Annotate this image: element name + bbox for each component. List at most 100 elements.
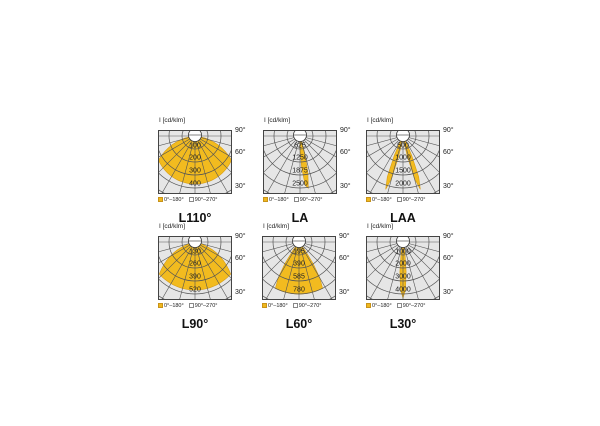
- grid-spoke: [298, 241, 336, 253]
- luminaire-icon: [188, 130, 202, 142]
- grid-spoke: [299, 135, 316, 194]
- panel-title: L110°: [178, 211, 212, 225]
- grid-spoke: [158, 135, 196, 158]
- legend: 0°–180° 90°–270°: [262, 303, 321, 309]
- grid-spoke: [194, 241, 232, 264]
- luminaire-icon: [188, 236, 202, 248]
- grid-spoke: [299, 135, 337, 174]
- grid-spoke: [158, 135, 196, 147]
- legend-swatch-filled: [366, 303, 371, 309]
- ring-label-3: 1875: [292, 168, 308, 175]
- grid-spoke: [161, 241, 196, 300]
- grid-spoke: [299, 135, 334, 194]
- ring-label-1: 500: [397, 143, 409, 150]
- grid-spoke: [298, 241, 336, 280]
- ring-label-2: 200: [189, 155, 201, 162]
- grid-spoke: [366, 135, 404, 174]
- grid-spoke: [158, 241, 196, 253]
- grid-spoke: [194, 135, 211, 194]
- legend-swatch-empty: [396, 303, 402, 309]
- grid-spoke: [263, 135, 301, 158]
- angle-90-label: 90°: [443, 233, 454, 240]
- luminaire-icon: [292, 236, 306, 248]
- angle-90-label: 90°: [443, 127, 454, 134]
- ring-label-4: 2000: [395, 181, 411, 188]
- unit-label: I [cd/klm]: [159, 117, 186, 124]
- legend: 0°–180° 90°–270°: [158, 303, 217, 309]
- diagram-content: [366, 130, 440, 194]
- legend-swatch-empty: [292, 303, 298, 309]
- ring-label-2: 260: [189, 261, 201, 268]
- polar-diagram: 195 390 585 780: [262, 236, 336, 300]
- angle-60-label: 60°: [340, 149, 351, 156]
- angle-90-label: 90°: [339, 233, 350, 240]
- ring-label-1: 1000: [395, 249, 411, 256]
- legend-swatch-filled: [158, 197, 163, 203]
- grid-spoke: [284, 135, 301, 194]
- grid-spoke: [194, 241, 232, 253]
- angle-60-label: 60°: [443, 149, 454, 156]
- ring-label-4: 400: [189, 181, 201, 188]
- polar-diagram: 625 1250 1875 2500: [263, 130, 337, 194]
- grid-spoke: [366, 241, 404, 280]
- grid-spoke: [402, 241, 419, 300]
- grid-spoke: [402, 135, 440, 174]
- ring-label-3: 3000: [395, 274, 411, 281]
- ring-label-3: 300: [189, 168, 201, 175]
- grid-spoke: [387, 241, 404, 300]
- ring-label-4: 520: [189, 287, 201, 294]
- ring-label-2: 1000: [395, 155, 411, 162]
- grid-spoke: [298, 241, 336, 264]
- luminaire-icon: [396, 236, 410, 248]
- angle-30-label: 30°: [339, 289, 350, 296]
- polar-diagram: 130 260 390 520: [158, 236, 232, 300]
- angle-30-label: 30°: [235, 183, 246, 190]
- ring-label-4: 2500: [292, 181, 308, 188]
- diagram-frame: [262, 236, 336, 300]
- angle-60-label: 60°: [443, 255, 454, 262]
- grid-spoke: [161, 135, 196, 194]
- angle-30-label: 30°: [443, 183, 454, 190]
- grid-spoke: [402, 241, 440, 253]
- grid-spoke: [194, 241, 229, 300]
- angle-60-label: 60°: [339, 255, 350, 262]
- panel-title: LA: [291, 211, 309, 225]
- polar-diagram: 500 1000 1500 2000: [366, 130, 440, 194]
- ring-label-1: 100: [189, 143, 201, 150]
- ring-label-3: 390: [189, 274, 201, 281]
- legend-swatch-empty: [188, 303, 194, 309]
- angle-60-label: 60°: [235, 255, 246, 262]
- legend-swatch-filled: [158, 303, 163, 309]
- legend-item-2: 90°–270°: [402, 303, 426, 309]
- legend: 0°–180° 90°–270°: [263, 197, 322, 203]
- grid-spoke: [262, 241, 300, 264]
- legend-swatch-filled: [262, 303, 267, 309]
- unit-label: I [cd/klm]: [263, 223, 290, 230]
- angle-90-label: 90°: [235, 233, 246, 240]
- polar-svg: 1000 2000 3000 4000: [366, 236, 440, 300]
- grid-spoke: [298, 241, 333, 300]
- legend-swatch-empty: [293, 197, 299, 203]
- unit-label: I [cd/klm]: [367, 117, 394, 124]
- grid-spoke: [194, 135, 232, 147]
- grid-spoke: [369, 241, 404, 300]
- legend: 0°–180° 90°–270°: [158, 197, 217, 203]
- grid-spoke: [263, 135, 301, 147]
- polar-svg: 500 1000 1500 2000: [366, 130, 440, 194]
- polar-svg: 625 1250 1875 2500: [263, 130, 337, 194]
- grid-spoke: [158, 135, 196, 174]
- unit-label: I [cd/klm]: [367, 223, 394, 230]
- grid-spoke: [194, 135, 232, 158]
- ring-label-3: 585: [293, 274, 305, 281]
- grid-spoke: [366, 241, 404, 264]
- legend-item-1: 0°–180°: [269, 197, 289, 203]
- luminaire-icon: [293, 130, 307, 142]
- grid-spoke: [265, 241, 300, 300]
- panel-title: LAA: [390, 211, 416, 225]
- grid-spoke: [402, 241, 437, 300]
- grid-spoke: [369, 135, 404, 194]
- grid-spoke: [266, 135, 301, 194]
- legend-swatch-filled: [366, 197, 371, 203]
- grid-spoke: [298, 241, 315, 300]
- grid-spoke: [402, 135, 440, 147]
